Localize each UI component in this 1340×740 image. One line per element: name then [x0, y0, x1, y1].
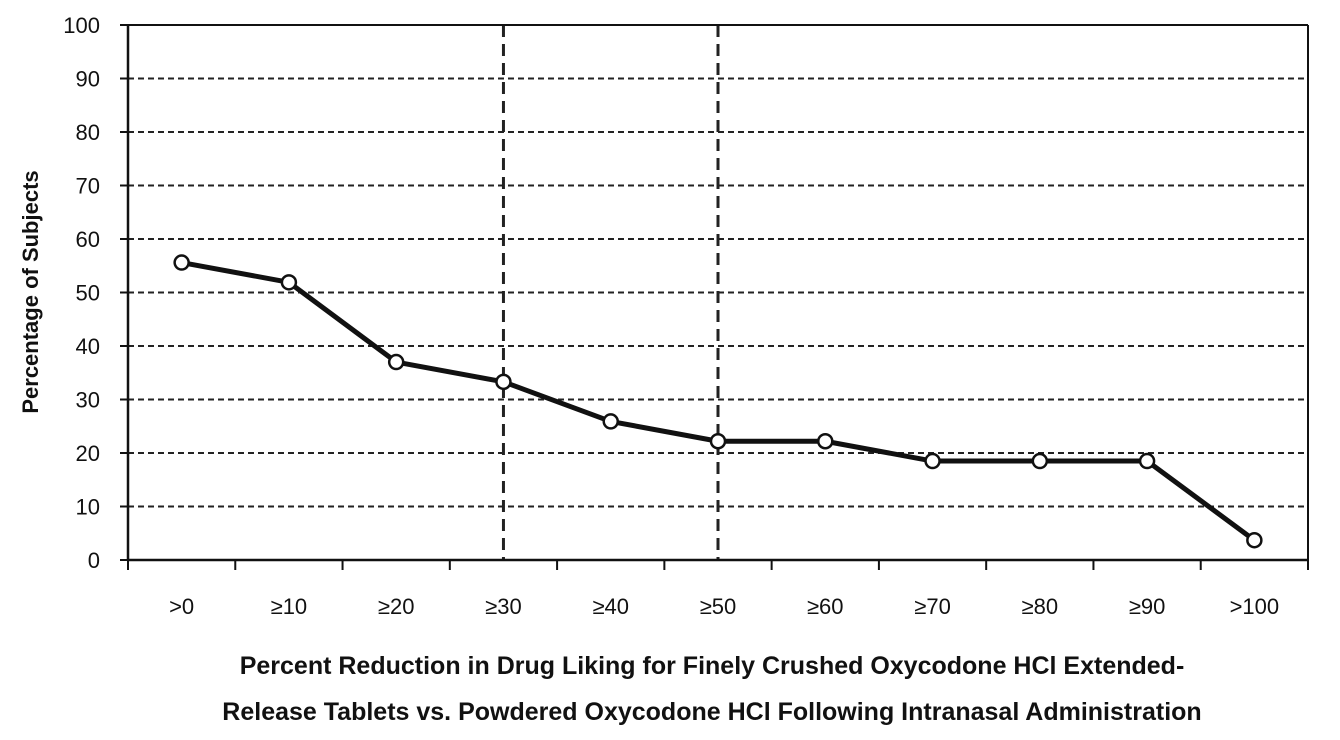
y-axis-title: Percentage of Subjects: [18, 170, 43, 413]
x-tick-label: ≥50: [700, 594, 737, 619]
axes: [120, 24, 1309, 570]
data-point: [1246, 531, 1263, 549]
y-tick-label: 40: [76, 334, 100, 359]
x-tick-label: ≥40: [592, 594, 629, 619]
x-axis-title-line-1: Percent Reduction in Drug Liking for Fin…: [240, 652, 1185, 680]
data-point: [709, 432, 727, 450]
data-point: [1138, 452, 1156, 470]
data-point: [387, 353, 405, 371]
data-point: [173, 254, 190, 271]
data-series: [173, 254, 1263, 549]
y-tick-label: 90: [76, 67, 100, 92]
data-point: [924, 452, 941, 470]
data-point: [495, 373, 512, 391]
x-tick-label: ≥60: [807, 594, 844, 619]
y-tick-label: 10: [76, 495, 100, 520]
x-tick-label: ≥70: [914, 594, 951, 619]
y-tick-label: 80: [76, 120, 100, 145]
y-tick-label: 70: [76, 174, 100, 199]
data-point: [1031, 452, 1049, 470]
x-tick-label: >0: [169, 594, 194, 619]
y-tick-label: 20: [76, 441, 100, 466]
x-tick-label: ≥90: [1129, 594, 1166, 619]
reference-lines: [501, 25, 720, 560]
data-point: [280, 274, 298, 291]
x-tick-label: ≥10: [271, 594, 308, 619]
y-tick-label: 100: [63, 13, 100, 38]
x-tick-label: ≥80: [1022, 594, 1059, 619]
data-point: [602, 413, 619, 430]
x-tick-label: ≥20: [378, 594, 415, 619]
series-line: [181, 260, 1256, 543]
y-tick-label: 50: [76, 281, 100, 306]
y-tick-label: 60: [76, 227, 100, 252]
y-tick-label: 0: [88, 548, 100, 573]
x-axis-title-line-2: Release Tablets vs. Powdered Oxycodone H…: [222, 698, 1201, 726]
x-tick-labels: >0 ≥10 ≥20 ≥30 ≥40 ≥50 ≥60 ≥70 ≥80 ≥90 >100: [169, 594, 1279, 619]
x-tick-label: >100: [1230, 594, 1280, 619]
x-tick-label: ≥30: [485, 594, 522, 619]
data-point: [817, 432, 834, 450]
y-tick-labels: 0 10 20 30 40 50 60 70 80 90 100: [63, 13, 100, 573]
y-tick-label: 30: [76, 388, 100, 413]
